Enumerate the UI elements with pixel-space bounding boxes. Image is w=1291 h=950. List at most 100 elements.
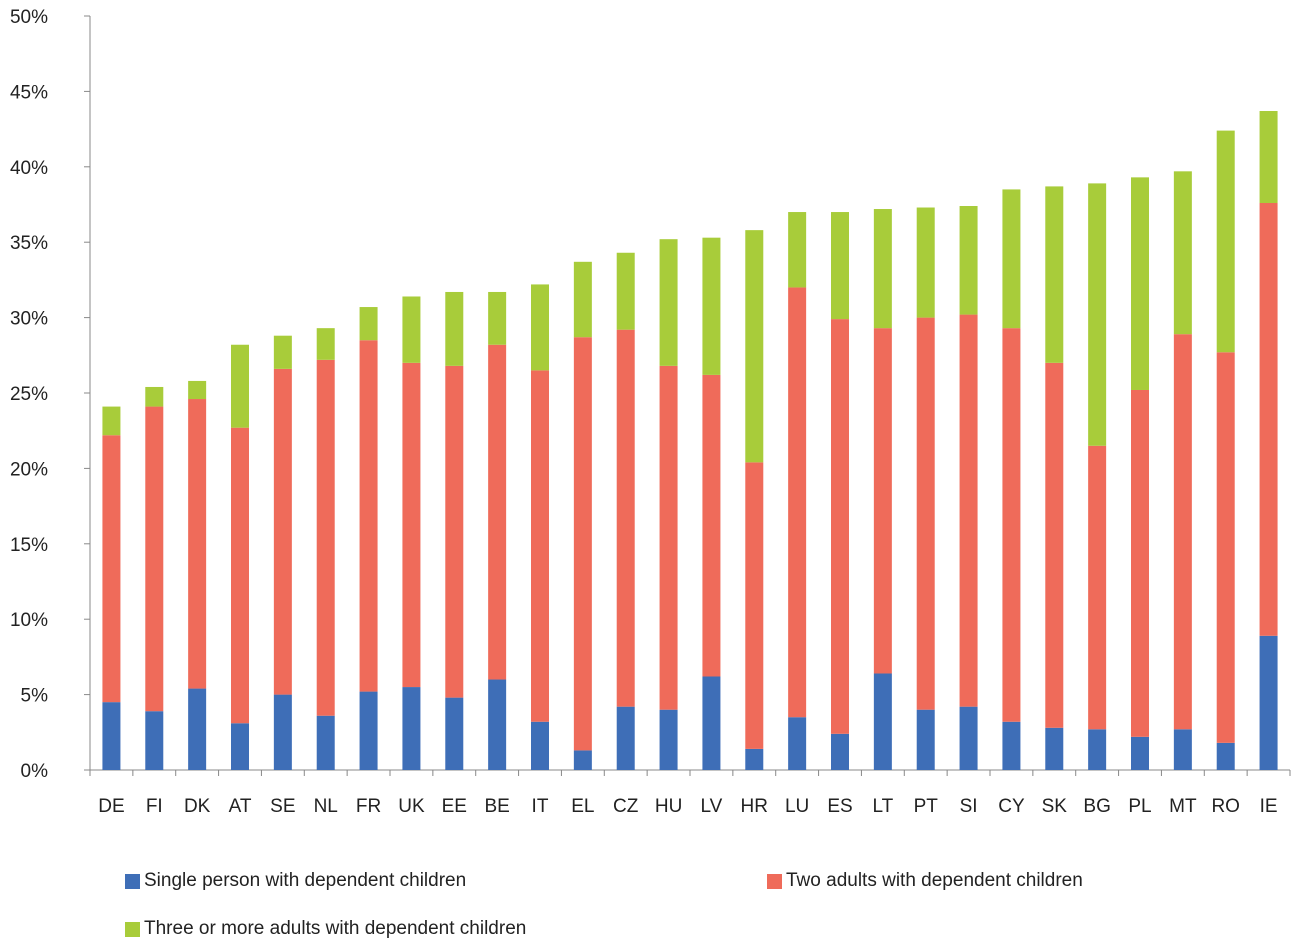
bar-sk-two-adults-with-dependent-children: [1045, 362, 1064, 728]
x-tick-label-fr: FR: [356, 796, 381, 817]
y-tick-label: 10%: [10, 610, 48, 631]
x-tick-label-cy: CY: [998, 796, 1025, 817]
bar-uk-single-person-with-dependent-children: [402, 687, 421, 770]
bar-sk-single-person-with-dependent-children: [1045, 727, 1064, 770]
x-tick-label-sk: SK: [1042, 796, 1068, 817]
bar-it-single-person-with-dependent-children: [531, 721, 549, 770]
bar-hr-two-adults-with-dependent-children: [745, 462, 764, 749]
legend-label: Two adults with dependent children: [786, 870, 1083, 891]
bar-lt-single-person-with-dependent-children: [873, 673, 892, 770]
bar-lv-single-person-with-dependent-children: [702, 676, 721, 770]
bar-hu-single-person-with-dependent-children: [659, 709, 678, 770]
x-tick-label-mt: MT: [1169, 796, 1197, 817]
bar-it-two-adults-with-dependent-children: [531, 370, 549, 722]
bar-lu-three-or-more-adults-with-dependent-children: [788, 212, 807, 288]
x-tick-label-nl: NL: [314, 796, 338, 817]
y-tick-label: 5%: [21, 686, 49, 707]
bar-pl-single-person-with-dependent-children: [1131, 736, 1149, 770]
x-tick-label-pt: PT: [914, 796, 939, 817]
bar-se-two-adults-with-dependent-children: [273, 368, 292, 695]
bar-es-single-person-with-dependent-children: [831, 733, 849, 770]
x-tick-label-ie: IE: [1260, 796, 1278, 817]
bar-ee-two-adults-with-dependent-children: [445, 365, 464, 698]
y-tick-label: 40%: [10, 158, 48, 179]
bar-cy-two-adults-with-dependent-children: [1002, 328, 1021, 722]
bar-pl-two-adults-with-dependent-children: [1131, 389, 1149, 737]
bar-fi-three-or-more-adults-with-dependent-children: [145, 386, 164, 407]
bar-es-two-adults-with-dependent-children: [831, 319, 849, 734]
bar-bg-two-adults-with-dependent-children: [1088, 445, 1107, 730]
legend-swatch: [125, 873, 140, 889]
x-tick-label-ee: EE: [442, 796, 467, 817]
bar-cy-three-or-more-adults-with-dependent-children: [1002, 189, 1021, 329]
x-tick-label-hr: HR: [741, 796, 768, 817]
bar-fi-two-adults-with-dependent-children: [145, 406, 164, 712]
bar-de-three-or-more-adults-with-dependent-children: [102, 406, 121, 436]
bar-cz-three-or-more-adults-with-dependent-children: [616, 252, 635, 330]
x-tick-label-de: DE: [98, 796, 124, 817]
bar-lu-two-adults-with-dependent-children: [788, 287, 807, 718]
y-tick-label: 0%: [21, 761, 49, 782]
x-tick-label-pl: PL: [1128, 796, 1151, 817]
bar-lt-three-or-more-adults-with-dependent-children: [873, 209, 892, 329]
x-tick-label-lt: LT: [872, 796, 893, 817]
bar-ee-single-person-with-dependent-children: [445, 697, 464, 770]
y-tick-label: 35%: [10, 233, 48, 254]
bar-dk-three-or-more-adults-with-dependent-children: [188, 380, 207, 400]
x-tick-label-lu: LU: [785, 796, 809, 817]
legend-label: Three or more adults with dependent chil…: [144, 918, 527, 939]
bar-fr-single-person-with-dependent-children: [359, 691, 378, 770]
bar-at-three-or-more-adults-with-dependent-children: [231, 344, 249, 428]
bar-pt-single-person-with-dependent-children: [916, 709, 935, 770]
bar-uk-two-adults-with-dependent-children: [402, 362, 421, 688]
bar-at-two-adults-with-dependent-children: [231, 427, 249, 724]
x-tick-label-si: SI: [960, 796, 978, 817]
legend-item: Two adults with dependent children: [767, 870, 1083, 892]
bar-mt-single-person-with-dependent-children: [1173, 729, 1192, 770]
bar-ie-two-adults-with-dependent-children: [1259, 202, 1278, 636]
x-tick-label-bg: BG: [1083, 796, 1110, 817]
y-tick-label: 20%: [10, 459, 48, 480]
bar-nl-two-adults-with-dependent-children: [316, 359, 335, 716]
bar-el-three-or-more-adults-with-dependent-children: [573, 261, 592, 338]
bar-se-three-or-more-adults-with-dependent-children: [273, 335, 292, 369]
y-tick-label: 15%: [10, 535, 48, 556]
bar-hr-single-person-with-dependent-children: [745, 748, 764, 770]
bar-ro-single-person-with-dependent-children: [1216, 742, 1235, 770]
bar-pt-two-adults-with-dependent-children: [916, 317, 935, 710]
x-tick-label-dk: DK: [184, 796, 211, 817]
bar-hr-three-or-more-adults-with-dependent-children: [745, 230, 764, 463]
bar-hu-two-adults-with-dependent-children: [659, 365, 678, 710]
legend-swatch: [767, 873, 782, 889]
x-tick-label-el: EL: [571, 796, 594, 817]
bar-cz-two-adults-with-dependent-children: [616, 329, 635, 707]
bar-uk-three-or-more-adults-with-dependent-children: [402, 296, 421, 363]
bar-lt-two-adults-with-dependent-children: [873, 328, 892, 674]
legend-item: Three or more adults with dependent chil…: [125, 918, 526, 940]
legend-item: Single person with dependent children: [125, 870, 466, 892]
bar-es-three-or-more-adults-with-dependent-children: [831, 212, 849, 320]
bar-fi-single-person-with-dependent-children: [145, 711, 164, 770]
x-tick-label-se: SE: [270, 796, 295, 817]
bar-fr-two-adults-with-dependent-children: [359, 340, 378, 692]
bar-pt-three-or-more-adults-with-dependent-children: [916, 207, 935, 318]
y-tick-label: 45%: [10, 82, 48, 103]
x-tick-label-at: AT: [229, 796, 252, 817]
bar-dk-two-adults-with-dependent-children: [188, 399, 207, 689]
bar-mt-two-adults-with-dependent-children: [1173, 334, 1192, 730]
x-tick-label-cz: CZ: [613, 796, 639, 817]
bar-el-two-adults-with-dependent-children: [573, 337, 592, 751]
bar-hu-three-or-more-adults-with-dependent-children: [659, 239, 678, 366]
legend-swatch: [125, 921, 140, 937]
y-tick-label: 30%: [10, 309, 48, 330]
y-tick-label: 50%: [10, 7, 48, 28]
bar-el-single-person-with-dependent-children: [573, 750, 592, 770]
x-tick-label-it: IT: [532, 796, 549, 817]
bar-bg-single-person-with-dependent-children: [1088, 729, 1107, 770]
x-tick-label-uk: UK: [398, 796, 425, 817]
bar-cz-single-person-with-dependent-children: [616, 706, 635, 770]
bar-si-three-or-more-adults-with-dependent-children: [959, 206, 978, 315]
x-tick-label-be: BE: [484, 796, 509, 817]
bar-cy-single-person-with-dependent-children: [1002, 721, 1021, 770]
bar-ro-three-or-more-adults-with-dependent-children: [1216, 130, 1235, 353]
